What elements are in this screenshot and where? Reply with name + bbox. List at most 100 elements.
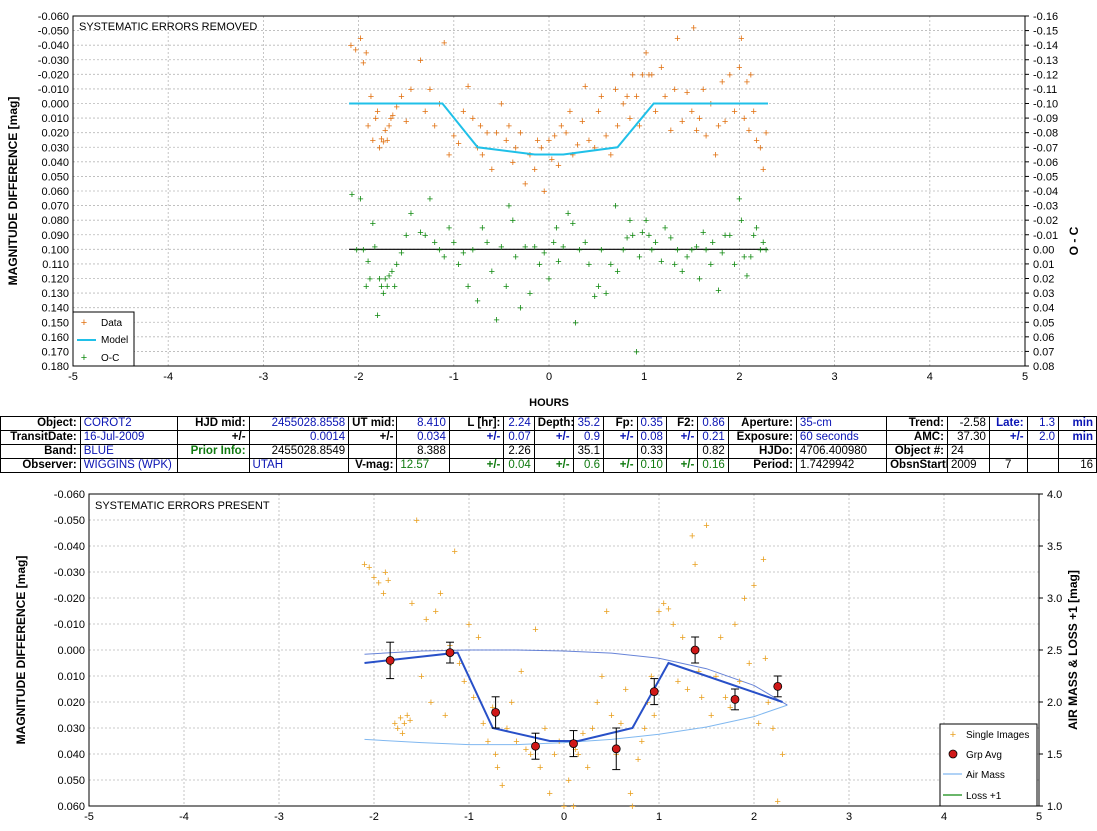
oc-point: + — [372, 241, 378, 253]
y-tick-label: 0.010 — [41, 113, 69, 125]
data-point: + — [465, 81, 471, 93]
single-image-point: + — [639, 736, 645, 748]
data-point: + — [374, 106, 380, 118]
oc-point: + — [744, 271, 750, 283]
y2-tick-label: 2.5 — [1047, 645, 1062, 657]
single-image-point: + — [466, 619, 472, 631]
single-image-point: + — [665, 603, 671, 615]
single-image-point: + — [485, 736, 491, 748]
systematic-errors-removed-chart: -5 -4 -3 -2 -1 0 1 2 3 4 5 -0.060 -0.050 -0.040 -0.03… — [6, 11, 1081, 409]
x-tick-label: 4 — [941, 811, 947, 823]
oc-point: + — [422, 230, 428, 242]
chart2-x-ticks: -5 -4 -3 -2 -1 0 1 2 3 4 5 — [84, 811, 1042, 823]
single-image-point: + — [756, 718, 762, 730]
late-unit: min — [1058, 416, 1097, 431]
l-value: 2.24 — [503, 416, 535, 431]
single-image-point: + — [380, 588, 386, 600]
single-image-point: + — [414, 515, 420, 527]
y-tick-label: 0.030 — [57, 723, 85, 735]
single-image-point: + — [461, 676, 467, 688]
oc-point: + — [417, 227, 423, 239]
oc-point: + — [465, 281, 471, 293]
oc-point: + — [541, 247, 547, 259]
data-point: + — [382, 125, 388, 137]
x-tick-label: -1 — [449, 371, 459, 383]
oc-point: + — [506, 201, 512, 213]
oc-point: + — [365, 256, 371, 268]
vmag-err-label: +/- — [448, 458, 505, 473]
oc-point: + — [451, 237, 457, 249]
single-image-point: + — [492, 749, 498, 761]
oc-point: + — [489, 266, 495, 278]
y2-tick-label: 2.0 — [1047, 697, 1062, 709]
oc-point: + — [741, 252, 747, 264]
single-image-point: + — [518, 666, 524, 678]
y2-tick-label: 1.0 — [1047, 801, 1062, 813]
object-num-value: 24 — [946, 444, 990, 459]
single-image-point: + — [490, 702, 496, 714]
oc-point: + — [620, 244, 626, 256]
data-point: + — [357, 33, 363, 45]
data-point: + — [689, 106, 695, 118]
oc-point: + — [484, 237, 490, 249]
single-image-point: + — [708, 710, 714, 722]
oc-point: + — [639, 227, 645, 239]
data-point: + — [348, 40, 354, 52]
data-point: + — [700, 84, 706, 96]
x-tick-label: -4 — [179, 811, 189, 823]
single-image-point: + — [608, 710, 614, 722]
y-tick-label: 0.080 — [41, 215, 69, 227]
y-tick-label: 0.170 — [41, 346, 69, 358]
ut-mid-value: 8.410 — [396, 416, 450, 431]
f2-value: 0.86 — [697, 416, 729, 431]
grp-avg-point — [445, 648, 455, 658]
data-point: + — [522, 179, 528, 191]
oc-point: + — [363, 281, 369, 293]
y-tick-label: 0.040 — [57, 749, 85, 761]
oc-point: + — [630, 230, 636, 242]
single-image-point: + — [509, 697, 515, 709]
oc-point: + — [753, 222, 759, 234]
oc-point: + — [715, 285, 721, 297]
y-tick-label: 0.130 — [41, 288, 69, 300]
f2-err2-label: +/- — [665, 458, 699, 473]
oc-point: + — [392, 281, 398, 293]
data-point: + — [370, 135, 376, 147]
x-tick-label: 5 — [1036, 811, 1042, 823]
single-image-point: + — [656, 606, 662, 618]
data-point: + — [763, 128, 769, 140]
x-tick-label: 3 — [846, 811, 852, 823]
data-point: + — [736, 62, 742, 74]
data-point: + — [636, 120, 642, 132]
legend-symbol-grp — [948, 749, 958, 759]
oc-point: + — [708, 259, 714, 271]
oc-point: + — [679, 266, 685, 278]
single-image-point: + — [684, 684, 690, 696]
data-point: + — [484, 128, 490, 140]
f2-err-label: +/- — [665, 430, 699, 445]
data-point: + — [460, 106, 466, 118]
single-image-point: + — [494, 762, 500, 774]
prior-f2-value: 0.82 — [697, 444, 729, 459]
single-image-point: + — [499, 780, 505, 792]
data-point: + — [748, 69, 754, 81]
model-line — [364, 651, 783, 742]
late-err-unit: min — [1058, 430, 1097, 445]
y2-tick-label: 0.03 — [1033, 288, 1054, 300]
legend-symbol-data: + — [81, 317, 87, 329]
oc-point: + — [378, 281, 384, 293]
single-image-point: + — [648, 671, 654, 683]
oc-point: + — [498, 241, 504, 253]
depth-err-value: 0.9 — [572, 430, 604, 445]
oc-point: + — [693, 241, 699, 253]
x-tick-label: 0 — [546, 371, 552, 383]
oc-point: + — [376, 274, 382, 286]
data-point: + — [738, 33, 744, 45]
data-point: + — [417, 55, 423, 67]
single-image-point: + — [670, 619, 676, 631]
oc-point: + — [633, 346, 639, 358]
oc-point: + — [572, 317, 578, 329]
fp-label: Fp: — [602, 416, 638, 431]
single-image-point: + — [385, 575, 391, 587]
oc-point: + — [624, 233, 630, 245]
